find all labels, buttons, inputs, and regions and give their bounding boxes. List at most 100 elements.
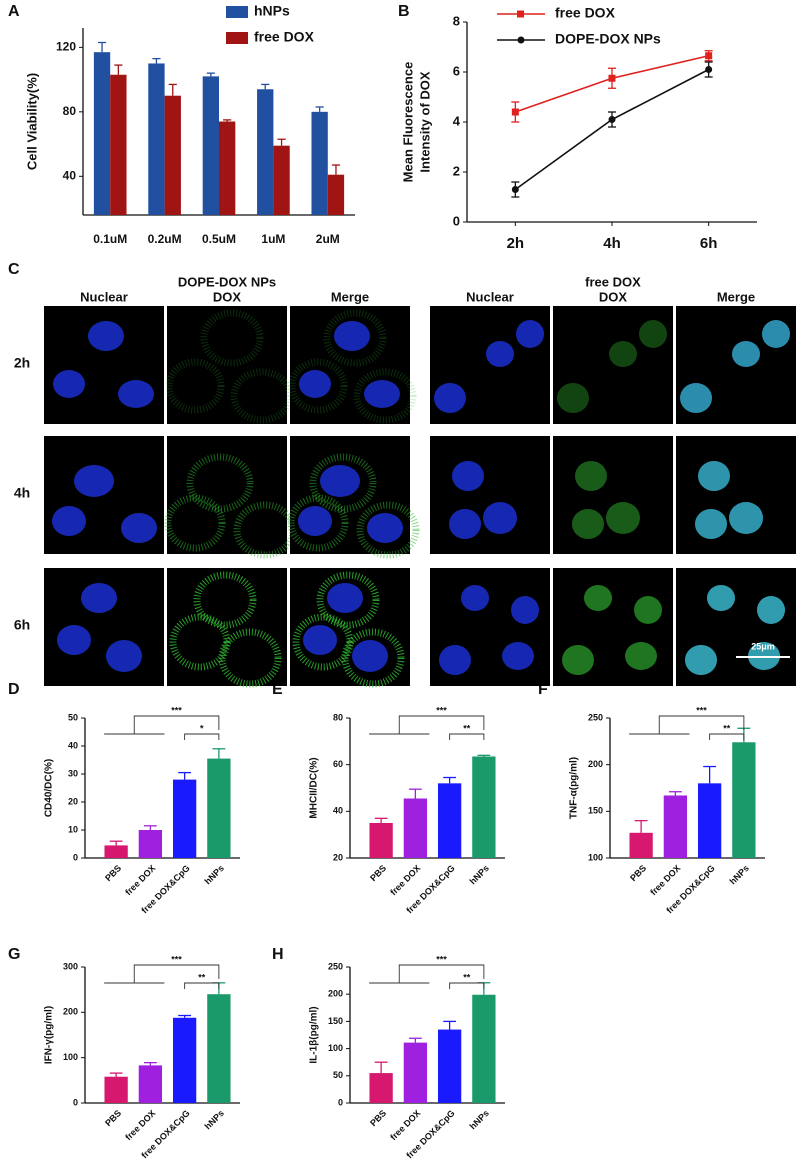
significance-bracket <box>449 982 485 989</box>
bar <box>104 845 128 858</box>
bar <box>148 63 165 216</box>
nucleus <box>461 585 489 611</box>
bar <box>369 1073 393 1103</box>
nucleus <box>707 585 735 611</box>
marker <box>608 116 616 123</box>
bar <box>202 76 219 216</box>
panel-letter: G <box>8 946 20 963</box>
bar <box>629 832 653 858</box>
nuclear-dox <box>695 509 727 539</box>
nucleus <box>303 625 337 655</box>
significance-bracket <box>184 982 220 989</box>
y-axis-label: IL-1β(pg/ml) <box>309 1006 320 1063</box>
y-tick-label: 60 <box>333 759 343 769</box>
y-tick-label: 100 <box>588 852 603 862</box>
legend-swatch <box>226 32 248 44</box>
cytoplasm-dox <box>193 571 257 629</box>
bar <box>138 1065 163 1103</box>
y-tick-label: 0 <box>73 852 78 862</box>
nuclear-dox <box>639 320 667 348</box>
significance-bracket <box>398 715 485 734</box>
nucleus <box>299 370 331 398</box>
cytoplasm-dox <box>164 494 226 552</box>
bar <box>732 742 756 858</box>
nucleus <box>121 513 157 543</box>
y-axis-label: IFN-γ(pg/ml) <box>44 1006 55 1064</box>
significance-label: * <box>200 723 204 733</box>
bar <box>327 174 345 215</box>
x-tick-label: PBS <box>103 863 123 883</box>
panel-letter: F <box>538 681 548 698</box>
y-axis-label: Intensity of DOX <box>417 71 432 172</box>
legend-swatch <box>226 6 248 18</box>
marker <box>511 186 519 193</box>
nucleus <box>81 583 117 613</box>
column-header: DOX <box>599 289 628 304</box>
cytoplasm-dox <box>309 453 377 513</box>
y-axis-label: CD40/DC(%) <box>44 759 55 817</box>
bar <box>172 779 197 858</box>
x-tick-label: 0.1uM <box>93 232 127 246</box>
bar <box>138 830 163 858</box>
nucleus <box>685 645 717 675</box>
y-axis-label: Mean Fluorescence <box>400 62 415 183</box>
nucleus <box>680 383 712 413</box>
nucleus <box>352 640 388 672</box>
bar <box>164 95 181 215</box>
marker <box>511 108 519 116</box>
nuclear-dox <box>562 645 594 675</box>
nuclear-dox <box>572 509 604 539</box>
significance-label: ** <box>463 723 471 733</box>
y-tick-label: 2 <box>453 163 460 178</box>
row-label: 6h <box>14 617 30 633</box>
y-tick-label: 20 <box>68 796 78 806</box>
cytoplasm-dox <box>356 501 420 559</box>
nucleus <box>698 461 730 491</box>
bar <box>437 783 462 858</box>
bar <box>437 1029 462 1103</box>
bar <box>369 823 393 858</box>
nucleus <box>334 321 370 351</box>
y-tick-label: 200 <box>588 759 603 769</box>
nuclear-dox <box>698 461 730 491</box>
x-tick-label: 2uM <box>316 232 340 246</box>
y-tick-label: 250 <box>328 961 343 971</box>
legend-marker <box>517 10 524 18</box>
nucleus <box>757 596 785 624</box>
y-tick-label: 100 <box>63 1052 78 1062</box>
y-axis-label: Cell Viability(%) <box>24 73 39 170</box>
significance-bracket <box>709 733 745 740</box>
nucleus <box>367 513 403 543</box>
nuclear-dox <box>584 585 612 611</box>
column-header: DOX <box>213 289 242 304</box>
y-tick-label: 4 <box>453 113 461 128</box>
column-header: Nuclear <box>80 289 128 304</box>
micrograph <box>430 436 550 554</box>
cytoplasm-dox <box>287 494 349 552</box>
bar <box>273 145 290 215</box>
significance-label: *** <box>696 705 707 715</box>
significance-label: ** <box>198 972 206 982</box>
x-tick-label: 0.5uM <box>202 232 236 246</box>
row-label: 2h <box>14 355 30 371</box>
legend-label: hNPs <box>254 3 290 19</box>
y-tick-label: 50 <box>333 1070 343 1080</box>
significance-label: ** <box>723 723 731 733</box>
panel-letter: H <box>272 946 284 963</box>
nucleus <box>483 502 517 534</box>
nucleus <box>732 341 760 367</box>
x-tick-label: 1uM <box>261 232 285 246</box>
bar <box>104 1076 128 1103</box>
bar <box>697 783 722 858</box>
nucleus <box>57 625 91 655</box>
cytoplasm-dox <box>186 453 254 513</box>
cytoplasm-dox <box>292 613 354 671</box>
nuclear-dox <box>634 596 662 624</box>
nucleus <box>74 465 114 497</box>
bar <box>110 74 127 215</box>
x-tick-label: PBS <box>103 1108 123 1128</box>
x-tick-label: 6h <box>700 235 718 252</box>
nuclear-dox <box>609 341 637 367</box>
x-tick-label: hNPs <box>203 1108 226 1131</box>
